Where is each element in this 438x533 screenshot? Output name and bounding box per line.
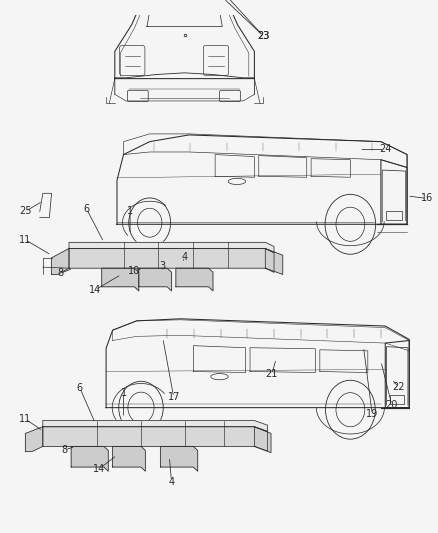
- Text: 11: 11: [19, 235, 32, 245]
- Text: 10: 10: [128, 266, 140, 276]
- Text: 24: 24: [378, 144, 391, 155]
- Polygon shape: [71, 446, 108, 471]
- Text: 4: 4: [181, 252, 187, 262]
- Text: 1: 1: [120, 388, 126, 398]
- Polygon shape: [69, 243, 273, 253]
- Text: 1: 1: [127, 206, 133, 216]
- Polygon shape: [102, 268, 138, 291]
- Polygon shape: [43, 421, 267, 431]
- Polygon shape: [25, 427, 43, 451]
- Text: 8: 8: [61, 445, 67, 455]
- Text: 6: 6: [77, 383, 83, 393]
- Text: 21: 21: [265, 369, 277, 379]
- Polygon shape: [113, 446, 145, 471]
- Text: 3: 3: [159, 261, 166, 271]
- Text: 17: 17: [167, 392, 180, 402]
- Polygon shape: [43, 427, 267, 451]
- Polygon shape: [69, 248, 273, 272]
- Text: 23: 23: [256, 31, 268, 41]
- Text: 14: 14: [93, 464, 106, 474]
- Text: 19: 19: [365, 409, 378, 419]
- Polygon shape: [265, 248, 282, 274]
- Polygon shape: [160, 446, 197, 471]
- Text: 14: 14: [89, 285, 101, 295]
- Text: 22: 22: [391, 382, 404, 392]
- Polygon shape: [176, 268, 212, 291]
- Text: 25: 25: [19, 206, 32, 216]
- Text: 8: 8: [57, 268, 63, 278]
- Polygon shape: [138, 268, 171, 291]
- Text: 4: 4: [168, 477, 174, 487]
- Polygon shape: [254, 427, 270, 453]
- Polygon shape: [51, 248, 69, 274]
- Text: 11: 11: [19, 414, 32, 424]
- Text: 6: 6: [83, 204, 89, 214]
- Text: 23: 23: [256, 31, 268, 41]
- Text: 20: 20: [385, 400, 397, 410]
- Text: 16: 16: [420, 193, 432, 204]
